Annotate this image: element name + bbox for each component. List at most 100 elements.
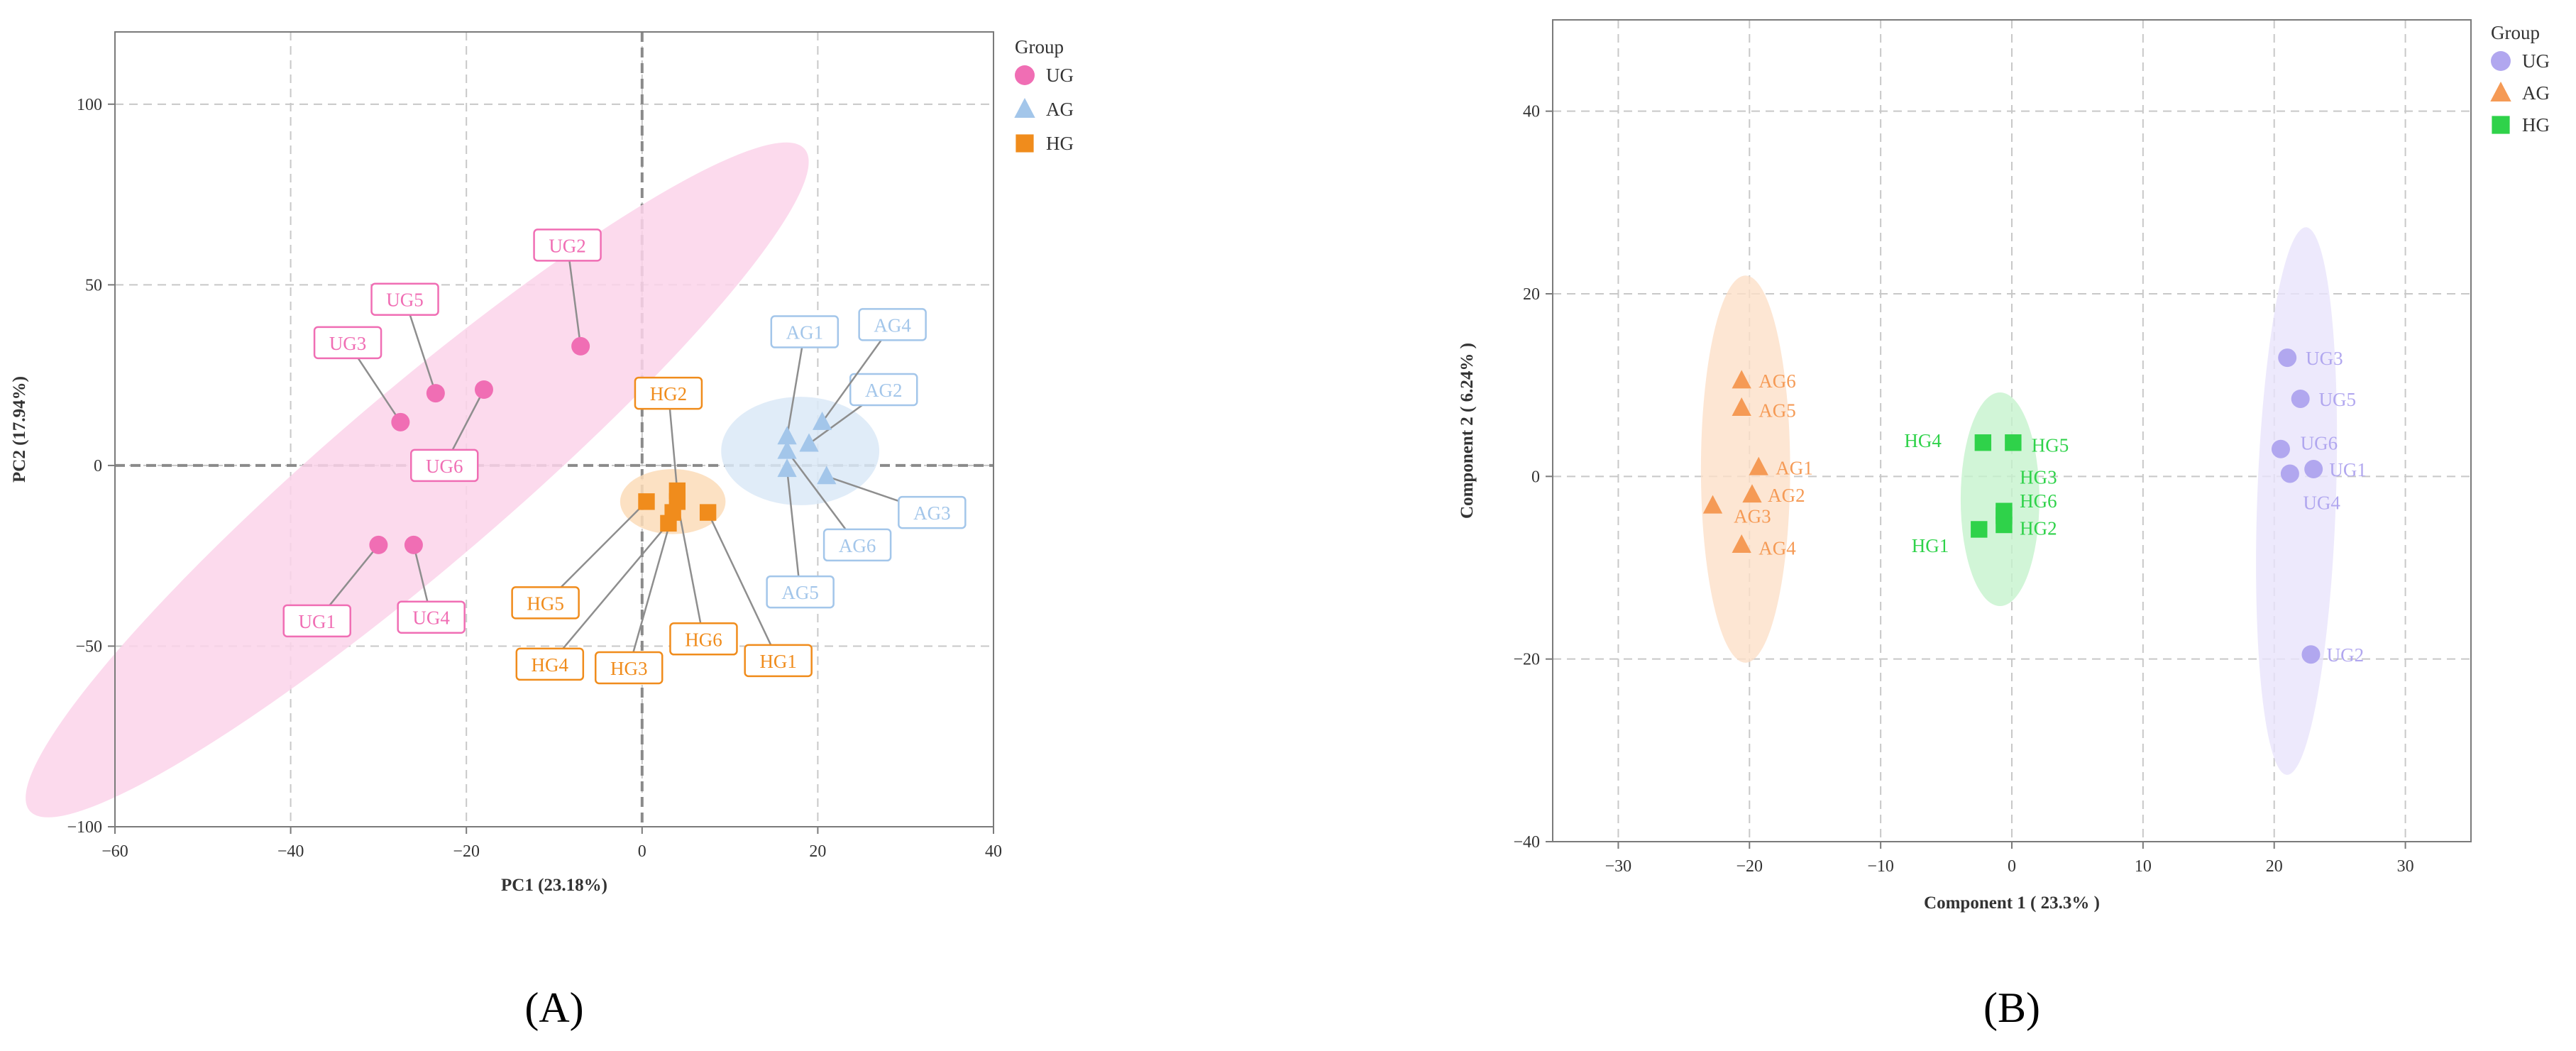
point-label: HG5: [2032, 434, 2069, 456]
point-label: HG3: [2020, 466, 2057, 488]
point-label-box: [766, 575, 835, 609]
point-label: AG4: [1758, 538, 1796, 559]
chart-panel-b: −30 −20 −10 0 10 20 30 −40 −20 0 20 40 Component 1 (…: [1458, 19, 2550, 1031]
data-point-ag3: [817, 466, 837, 485]
x-tick-label: 40: [985, 842, 1002, 861]
leader-line: [628, 512, 674, 668]
y-axis-title: Component 2 ( 6.24% ): [1458, 343, 1477, 519]
x-tick-label: 10: [2135, 857, 2152, 876]
leader-line: [786, 331, 806, 437]
point-label: HG4: [1904, 430, 1942, 451]
data-point-ag3: [1702, 495, 1723, 514]
leader-line: [549, 522, 669, 665]
legend-label-ag: AG: [1046, 99, 1074, 120]
point-label-box: [282, 604, 351, 638]
data-point-hg1: [1971, 521, 1988, 538]
y-tick-label: −50: [75, 637, 102, 656]
data-point-ag6: [1732, 370, 1751, 389]
point-label: UG4: [2303, 492, 2340, 513]
point-label: HG5: [527, 593, 564, 614]
x-tick-label: −40: [277, 842, 304, 861]
point-label: UG6: [2301, 433, 2338, 454]
data-point-hg5: [2005, 434, 2022, 451]
data-point-ug2: [571, 336, 590, 356]
chart-panel-a: −60 −40 −20 0 20 40 −100 −50 0 50 100 PC1 (23.18%) P…: [10, 31, 1074, 1031]
data-point-ug5: [426, 384, 445, 403]
data-point-ag5: [777, 458, 797, 478]
x-tick-label: 20: [809, 842, 826, 861]
leader-line: [786, 468, 801, 593]
data-point-ug2: [2301, 645, 2321, 664]
data-point-ag1: [777, 426, 797, 445]
point-label: AG1: [786, 322, 824, 343]
x-tick-label: 20: [2266, 857, 2283, 876]
point-label: HG3: [610, 658, 648, 679]
point-label: UG5: [386, 290, 424, 311]
x-tick-label: −30: [1605, 857, 1632, 876]
y-tick-label: 40: [1523, 103, 1540, 121]
panel-label: (A): [524, 984, 583, 1031]
x-tick-label: −60: [101, 842, 128, 861]
point-label-box: [770, 315, 840, 348]
legend-label-ug: UG: [2522, 50, 2550, 72]
x-tick-label: 30: [2397, 857, 2414, 876]
point-label: HG4: [532, 654, 569, 676]
y-axis-title: PC2 (17.94%): [10, 376, 29, 483]
point-label: HG2: [650, 383, 688, 405]
data-point-ug1: [2304, 460, 2323, 479]
y-tick-label: −100: [67, 818, 102, 837]
data-point-ag2: [799, 433, 819, 452]
data-point-hg5: [638, 493, 655, 510]
point-label: HG1: [759, 651, 797, 672]
legend-label-hg: HG: [1046, 133, 1074, 154]
point-label: UG1: [298, 611, 336, 632]
x-tick-label: 0: [638, 842, 646, 861]
point-label: UG2: [549, 235, 586, 256]
point-label: AG6: [839, 535, 876, 556]
x-tick-label: 0: [2008, 857, 2016, 876]
x-axis-title: PC1 (23.18%): [501, 876, 607, 895]
point-label-box: [858, 308, 927, 341]
point-label: HG6: [2020, 490, 2057, 512]
point-label: HG6: [685, 629, 722, 650]
point-label-box: [822, 528, 892, 562]
y-tick-label: 0: [1531, 468, 1540, 486]
panel-label: (B): [1983, 984, 2040, 1031]
legend-title: Group: [1015, 36, 1064, 57]
point-label: AG5: [781, 582, 819, 603]
point-label: UG5: [2319, 389, 2357, 410]
y-tick-label: 20: [1523, 285, 1540, 304]
data-point-ug1: [369, 535, 388, 554]
data-point-hg4: [1974, 434, 1992, 451]
point-label: UG3: [2306, 348, 2343, 369]
point-label-box: [634, 376, 703, 410]
data-point-hg1: [699, 504, 717, 521]
data-point-ug6: [2271, 439, 2290, 458]
data-point-hg6: [1996, 507, 2013, 524]
confidence-ellipse-ag: [1700, 275, 1790, 663]
x-tick-label: −20: [1736, 857, 1763, 876]
data-point-ug4: [2280, 464, 2299, 483]
point-label-box: [313, 326, 382, 360]
x-tick-label: −10: [1867, 857, 1894, 876]
point-label: AG1: [1776, 457, 1813, 478]
y-tick-label: 100: [77, 96, 102, 114]
point-label: AG6: [1758, 370, 1796, 392]
data-point-ug5: [2291, 389, 2310, 408]
data-point-ag4: [812, 411, 832, 430]
plot-frame: [114, 31, 994, 827]
confidence-ellipse-ug: [2256, 227, 2338, 775]
x-tick-label: −20: [453, 842, 480, 861]
legend-label-hg: HG: [2522, 114, 2550, 136]
point-label: AG2: [1768, 485, 1805, 506]
point-label-box: [594, 651, 664, 685]
point-label-box: [533, 229, 602, 262]
data-point-ug4: [404, 535, 423, 554]
legend-label-ug: UG: [1046, 65, 1074, 86]
point-label: AG3: [1734, 506, 1771, 527]
point-label: UG4: [412, 607, 450, 629]
point-label: AG5: [1758, 400, 1796, 421]
point-label: AG3: [913, 502, 951, 524]
point-label: UG1: [2329, 459, 2367, 480]
